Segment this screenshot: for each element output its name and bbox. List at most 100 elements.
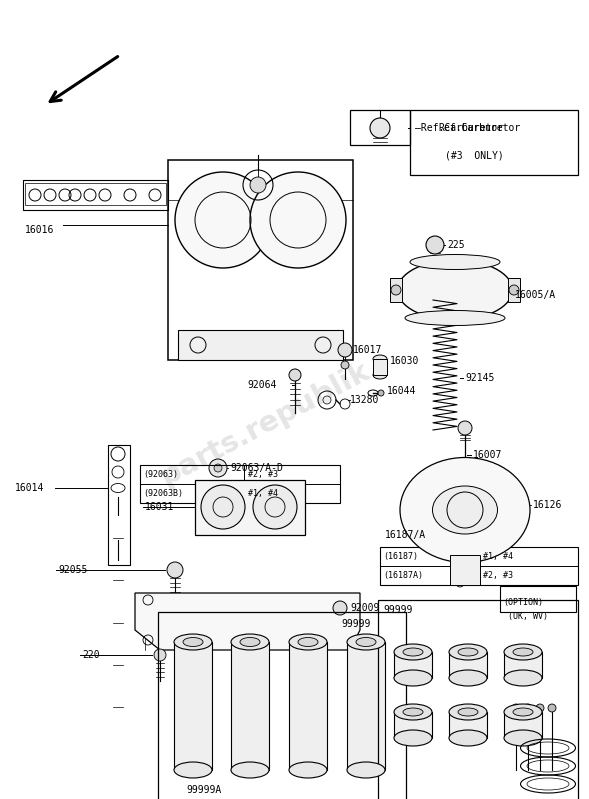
Circle shape (333, 601, 347, 615)
Circle shape (253, 485, 297, 529)
Ellipse shape (231, 762, 269, 778)
Text: Ref.Carburetor: Ref.Carburetor (438, 123, 520, 133)
Text: (92063B): (92063B) (143, 489, 183, 498)
Bar (504, 652, 542, 678)
Text: 99999: 99999 (383, 605, 412, 615)
Polygon shape (198, 205, 248, 235)
Circle shape (370, 118, 390, 138)
Circle shape (456, 579, 464, 587)
Text: 16016: 16016 (25, 225, 54, 235)
Ellipse shape (174, 762, 212, 778)
Circle shape (250, 177, 266, 193)
Text: (16187A): (16187A) (383, 570, 423, 579)
Text: 220: 220 (82, 650, 100, 660)
Bar (450, 555, 480, 585)
Ellipse shape (400, 458, 530, 562)
Text: 16014: 16014 (15, 483, 44, 493)
Circle shape (460, 483, 470, 493)
Circle shape (378, 390, 384, 396)
Ellipse shape (449, 670, 487, 686)
Ellipse shape (410, 255, 500, 269)
Bar (178, 330, 343, 360)
Circle shape (175, 172, 271, 268)
Ellipse shape (240, 638, 260, 646)
Bar (108, 445, 130, 565)
Bar (394, 712, 432, 738)
Bar (347, 642, 385, 770)
Text: #2, #3: #2, #3 (483, 570, 513, 579)
Circle shape (458, 421, 472, 435)
Text: 92064: 92064 (247, 380, 276, 390)
Bar (410, 110, 578, 175)
Bar (394, 652, 432, 678)
Ellipse shape (356, 638, 376, 646)
Bar (25, 183, 166, 205)
Ellipse shape (373, 355, 387, 363)
Text: 16031: 16031 (145, 502, 174, 512)
Bar (500, 586, 576, 612)
Text: (16187): (16187) (383, 551, 418, 561)
Bar (449, 712, 487, 738)
Circle shape (209, 459, 227, 477)
Ellipse shape (449, 730, 487, 746)
Text: 92063/A-D: 92063/A-D (230, 463, 283, 473)
Text: 16044: 16044 (387, 386, 416, 396)
Ellipse shape (347, 762, 385, 778)
Text: 16030: 16030 (390, 356, 419, 366)
Ellipse shape (298, 638, 318, 646)
Ellipse shape (504, 730, 542, 746)
Ellipse shape (432, 486, 498, 534)
Bar (449, 652, 487, 678)
Ellipse shape (394, 670, 432, 686)
Bar (350, 110, 410, 145)
Text: #1, #4: #1, #4 (248, 489, 278, 498)
Ellipse shape (394, 730, 432, 746)
Ellipse shape (403, 708, 423, 716)
Bar (168, 160, 353, 360)
Bar (380, 547, 578, 585)
Bar (158, 612, 406, 799)
Text: 92009: 92009 (350, 603, 379, 613)
Bar (195, 480, 305, 535)
Ellipse shape (394, 704, 432, 720)
Ellipse shape (231, 634, 269, 650)
Text: (UK, WV): (UK, WV) (508, 613, 548, 622)
Bar (378, 600, 578, 799)
Ellipse shape (289, 634, 327, 650)
Ellipse shape (394, 644, 432, 660)
Circle shape (154, 649, 166, 661)
Text: 16187/A: 16187/A (385, 530, 426, 540)
Text: 92145: 92145 (465, 373, 494, 383)
Text: 92055: 92055 (58, 565, 87, 575)
Text: parts.republik: parts.republik (155, 356, 375, 491)
Ellipse shape (504, 704, 542, 720)
Circle shape (323, 396, 331, 404)
Ellipse shape (347, 634, 385, 650)
Ellipse shape (403, 648, 423, 656)
Ellipse shape (458, 708, 478, 716)
Circle shape (167, 562, 183, 578)
Bar (174, 642, 212, 770)
Circle shape (509, 285, 519, 295)
Circle shape (250, 172, 346, 268)
Bar (504, 712, 542, 738)
Text: 99999A: 99999A (186, 785, 221, 795)
Bar (289, 642, 327, 770)
Circle shape (201, 485, 245, 529)
Text: (#3  ONLY): (#3 ONLY) (445, 150, 504, 160)
Text: 16007: 16007 (473, 450, 502, 460)
Bar (508, 278, 520, 302)
Circle shape (214, 464, 222, 472)
Bar (390, 278, 402, 302)
Text: 225: 225 (447, 240, 465, 250)
Polygon shape (135, 593, 360, 650)
Circle shape (289, 369, 301, 381)
Text: (OPTION): (OPTION) (503, 598, 543, 607)
Circle shape (512, 704, 520, 712)
Text: #2, #3: #2, #3 (248, 470, 278, 479)
Ellipse shape (373, 371, 387, 379)
Bar (231, 642, 269, 770)
Ellipse shape (174, 634, 212, 650)
Polygon shape (273, 205, 323, 235)
Text: 16126: 16126 (533, 500, 562, 510)
